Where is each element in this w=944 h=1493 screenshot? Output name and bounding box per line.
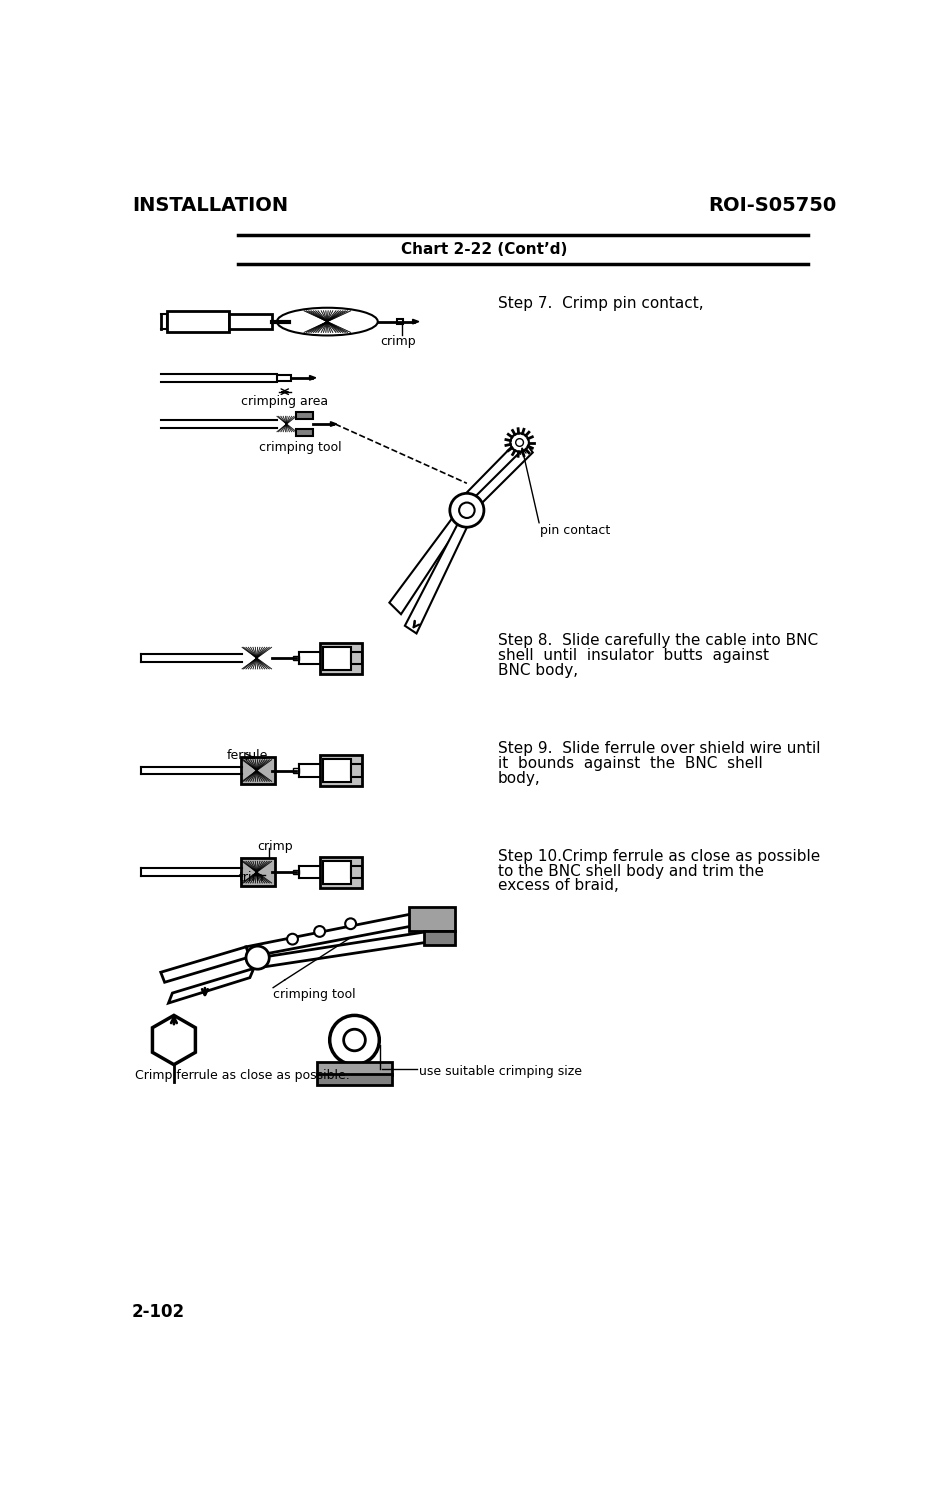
Circle shape	[245, 947, 269, 969]
Text: Step 7.  Crimp pin contact,: Step 7. Crimp pin contact,	[497, 296, 702, 311]
Text: pin contact: pin contact	[540, 524, 610, 537]
Bar	[350, 764, 362, 776]
Text: to the BNC shell body and trim the: to the BNC shell body and trim the	[497, 863, 763, 879]
Bar	[350, 866, 362, 878]
Text: Chart 2-22 (Cont’d): Chart 2-22 (Cont’d)	[400, 242, 566, 257]
Circle shape	[287, 933, 297, 945]
Text: Crimp ferrule as close as possible.: Crimp ferrule as close as possible.	[135, 1069, 349, 1081]
Polygon shape	[389, 506, 466, 614]
Bar	[228, 314, 271, 330]
Text: it  bounds  against  the  BNC  shell: it bounds against the BNC shell	[497, 755, 762, 770]
Text: use suitable crimping size: use suitable crimping size	[418, 1065, 582, 1078]
Bar	[409, 906, 455, 932]
Text: body,: body,	[497, 770, 540, 785]
Text: crimping area: crimping area	[241, 394, 328, 408]
Text: ROI-S05750: ROI-S05750	[708, 196, 835, 215]
Text: BNC body,: BNC body,	[497, 663, 578, 678]
Polygon shape	[310, 376, 315, 381]
Bar	[296, 412, 313, 418]
Bar	[350, 652, 362, 664]
Text: INSTALLATION: INSTALLATION	[132, 196, 288, 215]
Circle shape	[344, 1029, 365, 1051]
Text: excess of braid,: excess of braid,	[497, 878, 618, 893]
Circle shape	[313, 926, 325, 936]
Bar	[319, 755, 362, 785]
Text: Step 8.  Slide carefully the cable into BNC: Step 8. Slide carefully the cable into B…	[497, 633, 818, 648]
Bar	[293, 769, 298, 773]
Text: crimp: crimp	[258, 841, 293, 853]
Text: 2-102: 2-102	[132, 1303, 185, 1321]
Bar	[296, 430, 313, 436]
Polygon shape	[330, 421, 336, 427]
Circle shape	[510, 433, 529, 452]
Bar	[277, 375, 291, 381]
Circle shape	[329, 1015, 379, 1065]
Polygon shape	[469, 445, 532, 511]
Bar	[241, 858, 275, 885]
Circle shape	[515, 439, 523, 446]
Bar	[293, 870, 298, 875]
Bar	[424, 932, 455, 945]
Bar	[323, 758, 350, 782]
Polygon shape	[460, 437, 529, 506]
Text: Step 10.Crimp ferrule as close as possible: Step 10.Crimp ferrule as close as possib…	[497, 850, 819, 864]
Bar	[319, 857, 362, 887]
Bar	[323, 860, 350, 884]
Bar	[317, 1062, 391, 1075]
Text: crimping tool: crimping tool	[259, 440, 341, 454]
Bar	[317, 1073, 391, 1085]
Bar	[167, 311, 228, 333]
Text: Step 9.  Slide ferrule over shield wire until: Step 9. Slide ferrule over shield wire u…	[497, 741, 819, 757]
Polygon shape	[152, 1015, 195, 1065]
Bar	[396, 320, 403, 324]
Bar	[241, 757, 275, 784]
Bar	[323, 646, 350, 670]
Text: shell  until  insulator  butts  against: shell until insulator butts against	[497, 648, 768, 663]
Polygon shape	[160, 947, 249, 982]
Text: trim: trim	[238, 870, 263, 884]
Circle shape	[345, 918, 356, 929]
Polygon shape	[245, 911, 431, 957]
Bar	[293, 655, 298, 660]
Polygon shape	[404, 517, 468, 633]
Polygon shape	[168, 969, 254, 1003]
Text: ferrule: ferrule	[227, 749, 268, 761]
Text: crimp: crimp	[379, 336, 415, 348]
Text: crimping tool: crimping tool	[273, 988, 355, 1000]
Circle shape	[459, 503, 474, 518]
Polygon shape	[413, 320, 418, 324]
Bar	[319, 642, 362, 673]
Circle shape	[449, 493, 483, 527]
Polygon shape	[249, 932, 431, 969]
